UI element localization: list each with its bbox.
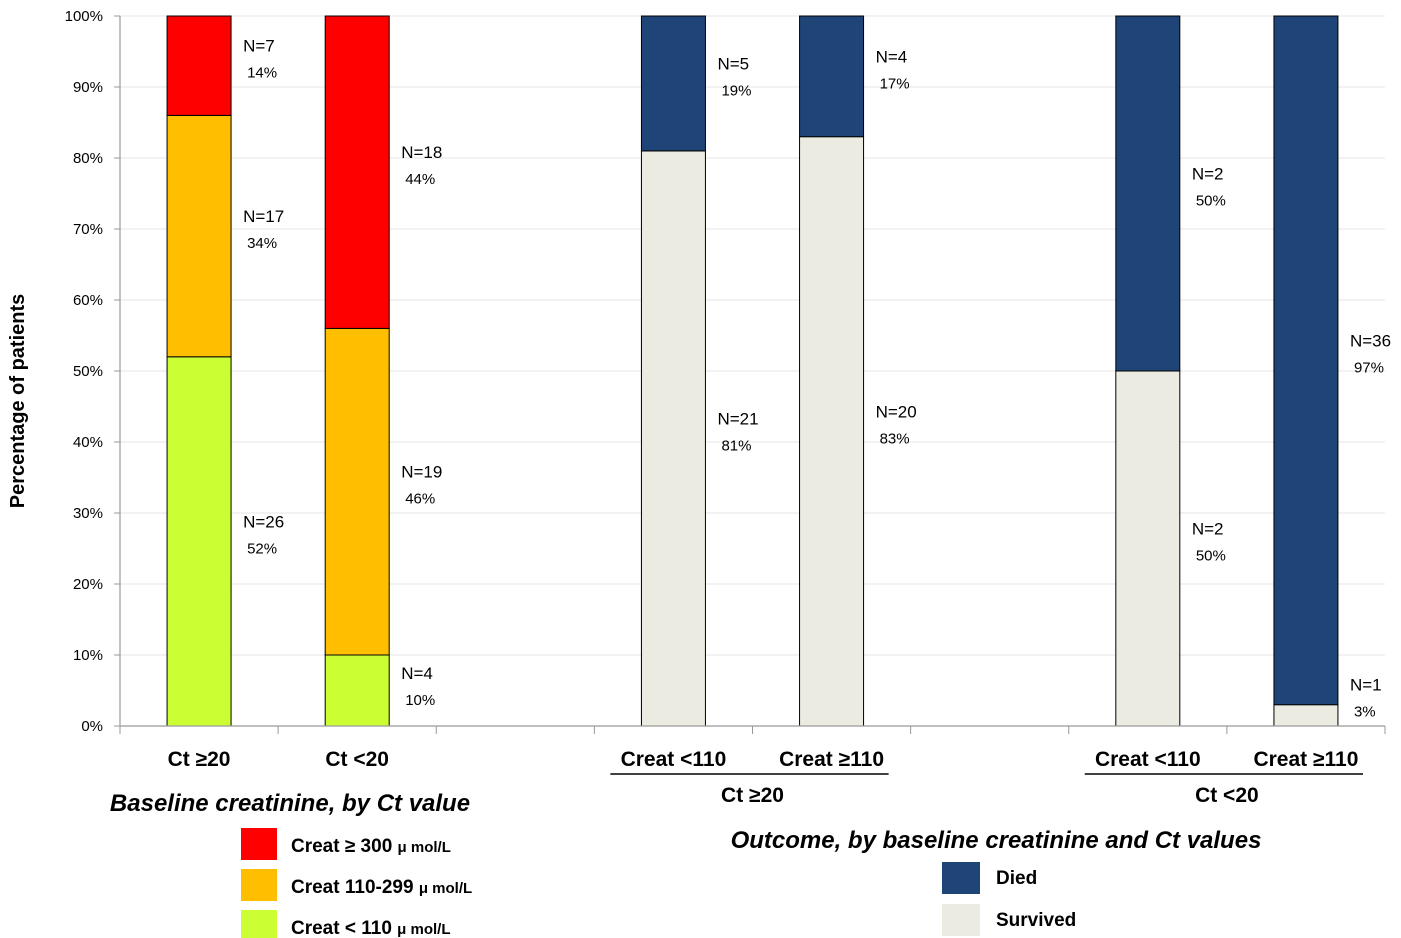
bar-segment-survived bbox=[1273, 704, 1339, 727]
segment-count-label: N=2 bbox=[1192, 165, 1224, 184]
segment-count-label: N=19 bbox=[401, 463, 442, 482]
segment-percent-label: 3% bbox=[1354, 704, 1376, 721]
bar-segment-creat_low bbox=[324, 654, 390, 727]
x-category-label: Creat ≥110 bbox=[1253, 748, 1358, 771]
segment-count-label: N=4 bbox=[401, 664, 433, 683]
bar-segment-died bbox=[640, 15, 706, 152]
legend-swatch-survived bbox=[942, 904, 980, 936]
legend-swatch-creat_high bbox=[241, 828, 277, 860]
bar-segment-survived bbox=[640, 150, 706, 727]
legend-unit: μ mol/L bbox=[397, 921, 450, 938]
segment-count-label: N=21 bbox=[717, 409, 758, 428]
x-category-label: Ct <20 bbox=[325, 748, 389, 771]
bar-segment-creat_high bbox=[324, 15, 390, 329]
segment-count-label: N=26 bbox=[243, 512, 284, 531]
segment-percent-label: 19% bbox=[721, 82, 751, 99]
y-tick-label: 20% bbox=[73, 576, 103, 593]
left-section-title: Baseline creatinine, by Ct value bbox=[110, 790, 470, 817]
bar-segment-creat_high bbox=[166, 15, 232, 116]
legend: Baseline creatinine, by Ct value Outcome,… bbox=[110, 790, 1261, 938]
segment-percent-label: 34% bbox=[247, 235, 277, 252]
segment-percent-label: 81% bbox=[721, 437, 751, 454]
bar-segment-creat_mid bbox=[324, 327, 390, 656]
y-tick-label: 0% bbox=[81, 718, 103, 735]
legend-label: Survived bbox=[996, 910, 1076, 931]
bar-segment-died bbox=[1115, 15, 1181, 372]
bar-segment-survived bbox=[1115, 370, 1181, 727]
y-tick-label: 70% bbox=[73, 221, 103, 238]
segment-count-label: N=17 bbox=[243, 207, 284, 226]
legend-swatch-died bbox=[942, 862, 980, 894]
y-tick-label: 50% bbox=[73, 363, 103, 380]
y-tick-label: 10% bbox=[73, 647, 103, 664]
x-group-label: Ct ≥20 bbox=[721, 784, 784, 807]
segment-percent-label: 17% bbox=[880, 75, 910, 92]
segment-percent-label: 44% bbox=[405, 171, 435, 188]
y-tick-label: 100% bbox=[65, 8, 103, 25]
segment-count-label: N=7 bbox=[243, 37, 275, 56]
legend-unit: μ mol/L bbox=[419, 880, 472, 897]
legend-label: Creat < 110 μ mol/L bbox=[291, 918, 451, 938]
bars bbox=[166, 15, 1339, 727]
legend-swatch-creat_low bbox=[241, 910, 277, 938]
segment-percent-label: 50% bbox=[1196, 548, 1226, 565]
y-tick-label: 90% bbox=[73, 79, 103, 96]
bar-segment-survived bbox=[799, 136, 865, 727]
bar-segment-died bbox=[799, 15, 865, 138]
legend-label: Creat ≥ 300 μ mol/L bbox=[291, 836, 451, 857]
x-group-label: Ct <20 bbox=[1195, 784, 1259, 807]
y-tick-label: 40% bbox=[73, 434, 103, 451]
segment-percent-label: 10% bbox=[405, 692, 435, 709]
legend-swatch-creat_mid bbox=[241, 869, 277, 901]
legend-label: Creat 110-299 μ mol/L bbox=[291, 877, 472, 898]
right-section-title: Outcome, by baseline creatinine and Ct v… bbox=[731, 827, 1262, 854]
segment-count-label: N=2 bbox=[1192, 520, 1224, 539]
legend-unit: μ mol/L bbox=[398, 839, 451, 856]
segment-percent-label: 50% bbox=[1196, 193, 1226, 210]
x-category-label: Creat ≥110 bbox=[779, 748, 884, 771]
x-category-label: Creat <110 bbox=[1095, 748, 1201, 771]
segment-count-label: N=36 bbox=[1350, 331, 1391, 350]
segment-percent-label: 46% bbox=[405, 491, 435, 508]
x-category-label: Ct ≥20 bbox=[168, 748, 231, 771]
segment-count-label: N=4 bbox=[876, 47, 908, 66]
segment-percent-label: 14% bbox=[247, 65, 277, 82]
segment-count-label: N=18 bbox=[401, 143, 442, 162]
segment-percent-label: 83% bbox=[880, 430, 910, 447]
bar-segment-creat_mid bbox=[166, 114, 232, 358]
y-tick-label: 30% bbox=[73, 505, 103, 522]
bar-segment-died bbox=[1273, 15, 1339, 706]
y-axis-title: Percentage of patients bbox=[7, 294, 29, 509]
y-tick-label: 80% bbox=[73, 150, 103, 167]
segment-percent-label: 97% bbox=[1354, 359, 1384, 376]
x-category-label: Creat <110 bbox=[621, 748, 727, 771]
segment-count-label: N=5 bbox=[717, 54, 749, 73]
labels: N=26 52% N=17 34% N=7 14% Ct ≥20 N=4 10% N=19 46% N… bbox=[168, 37, 1391, 807]
legend-label: Died bbox=[996, 868, 1037, 889]
segment-percent-label: 52% bbox=[247, 540, 277, 557]
segment-count-label: N=20 bbox=[876, 402, 917, 421]
segment-count-label: N=1 bbox=[1350, 676, 1382, 695]
axes: 0% 10% 20% 30% 40% 50% 60% 70% 80% 90% 100% Percent… bbox=[7, 8, 1386, 735]
bar-segment-creat_low bbox=[166, 356, 232, 727]
y-tick-label: 60% bbox=[73, 292, 103, 309]
